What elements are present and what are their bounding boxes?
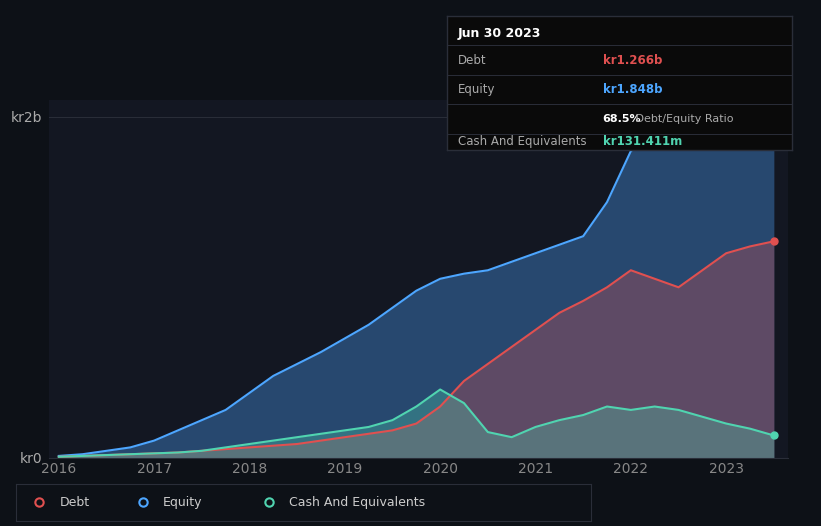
Text: Debt: Debt	[458, 54, 486, 67]
Text: Cash And Equivalents: Cash And Equivalents	[458, 135, 586, 148]
Text: Debt: Debt	[60, 496, 89, 509]
Text: Equity: Equity	[163, 496, 203, 509]
Text: 68.5%: 68.5%	[603, 114, 641, 124]
Text: Debt/Equity Ratio: Debt/Equity Ratio	[632, 114, 733, 124]
Text: kr1.848b: kr1.848b	[603, 83, 662, 96]
Text: Cash And Equivalents: Cash And Equivalents	[290, 496, 425, 509]
Text: Jun 30 2023: Jun 30 2023	[458, 27, 541, 40]
Text: kr131.411m: kr131.411m	[603, 135, 682, 148]
Text: kr1.266b: kr1.266b	[603, 54, 662, 67]
Text: Equity: Equity	[458, 83, 495, 96]
